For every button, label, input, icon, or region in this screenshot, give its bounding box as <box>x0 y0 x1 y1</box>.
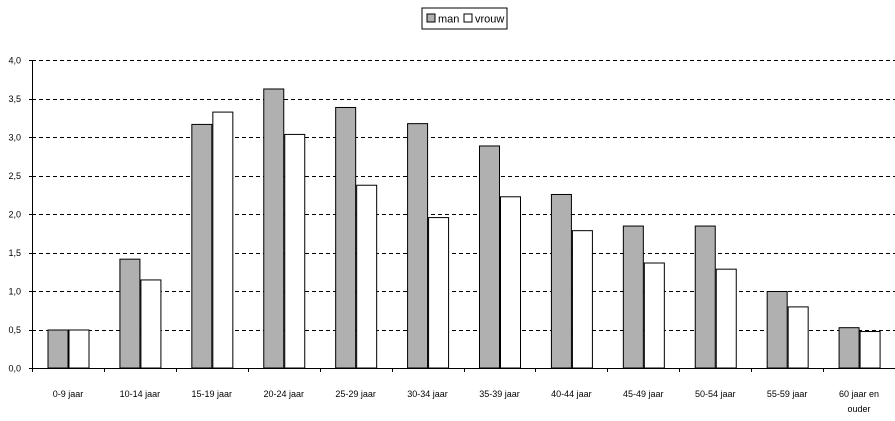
x-category-label-line: 55-59 jaar <box>767 389 808 399</box>
y-tick-label-1: 0,5 <box>8 325 21 335</box>
bar-man-2 <box>191 123 213 369</box>
x-category-label-line: 45-49 jaar <box>623 389 664 399</box>
bar-vrouw-7 <box>571 230 593 369</box>
bar-vrouw-6 <box>500 196 521 369</box>
y-tick-label-0: 0,0 <box>8 364 21 374</box>
x-category-label-line: 50-54 jaar <box>695 389 736 399</box>
x-category-label-line: 15-19 jaar <box>192 389 233 399</box>
legend-swatch-man <box>426 13 436 23</box>
x-category-label-5: 30-34 jaar <box>407 389 448 399</box>
bar-vrouw-1 <box>140 279 162 369</box>
x-category-label-7: 40-44 jaar <box>551 389 592 399</box>
x-category-label-line: 20-24 jaar <box>263 389 304 399</box>
y-tick-label-5: 2,5 <box>8 171 21 181</box>
y-tick-label-8: 4,0 <box>8 56 21 66</box>
bar-man-0 <box>47 329 69 369</box>
x-axis-category-labels: 0-9 jaar 10-14 jaar 15-19 jaar 20-24 jaar 25… <box>53 389 879 414</box>
bar-man-6 <box>479 145 500 369</box>
legend-swatch-vrouw <box>463 13 473 23</box>
bar-vrouw-4 <box>356 184 378 369</box>
bar-man-8 <box>622 225 644 369</box>
x-category-label-9: 50-54 jaar <box>695 389 736 399</box>
x-category-label-2: 15-19 jaar <box>192 389 233 399</box>
axes <box>29 60 895 372</box>
x-category-label-line: 40-44 jaar <box>551 389 592 399</box>
x-category-label-8: 45-49 jaar <box>623 389 664 399</box>
bar-vrouw-8 <box>643 262 665 369</box>
bar-vrouw-5 <box>428 217 450 369</box>
x-category-label-3: 20-24 jaar <box>263 389 304 399</box>
x-category-label-line: 10-14 jaar <box>120 389 161 399</box>
bar-man-7 <box>550 193 572 369</box>
bars <box>47 88 881 369</box>
x-category-label-line: 0-9 jaar <box>53 389 84 399</box>
bar-vrouw-3 <box>284 133 306 369</box>
x-category-label-4: 25-29 jaar <box>335 389 376 399</box>
legend-label-man: man <box>438 14 459 26</box>
y-tick-label-2: 1,0 <box>8 287 21 297</box>
legend: man vrouw <box>421 7 508 30</box>
x-category-label-11: 60 jaar en ouder <box>839 389 879 414</box>
bar-man-10 <box>766 291 788 369</box>
x-category-label-line: 60 jaar en <box>839 389 879 399</box>
x-category-label-line: 30-34 jaar <box>407 389 448 399</box>
x-category-label-6: 35-39 jaar <box>479 389 520 399</box>
gridlines <box>32 60 895 331</box>
bar-man-5 <box>407 123 429 369</box>
y-axis-tick-labels: 0,0 0,5 1,0 1,5 2,0 2,5 3,0 3,5 4,0 <box>8 56 21 374</box>
bar-vrouw-9 <box>715 268 737 369</box>
y-tick-label-7: 3,5 <box>8 94 21 104</box>
bar-man-4 <box>335 106 357 369</box>
x-category-label-10: 55-59 jaar <box>767 389 808 399</box>
bar-man-11 <box>838 327 860 369</box>
bar-man-1 <box>119 258 141 369</box>
x-category-label-0: 0-9 jaar <box>53 389 84 399</box>
x-category-label-1: 10-14 jaar <box>120 389 161 399</box>
bar-vrouw-11 <box>859 331 881 369</box>
bar-vrouw-0 <box>68 329 90 369</box>
bar-man-9 <box>694 225 716 369</box>
legend-label-vrouw: vrouw <box>475 14 504 26</box>
y-tick-label-3: 1,5 <box>8 248 21 258</box>
bar-man-3 <box>263 88 285 369</box>
y-tick-label-4: 2,0 <box>8 210 21 220</box>
x-category-label-line: 25-29 jaar <box>335 389 376 399</box>
x-category-label-line: ouder <box>848 404 871 414</box>
y-tick-label-6: 3,0 <box>8 133 21 143</box>
bar-vrouw-10 <box>787 306 809 369</box>
bar-vrouw-2 <box>212 111 234 369</box>
x-category-label-line: 35-39 jaar <box>479 389 520 399</box>
